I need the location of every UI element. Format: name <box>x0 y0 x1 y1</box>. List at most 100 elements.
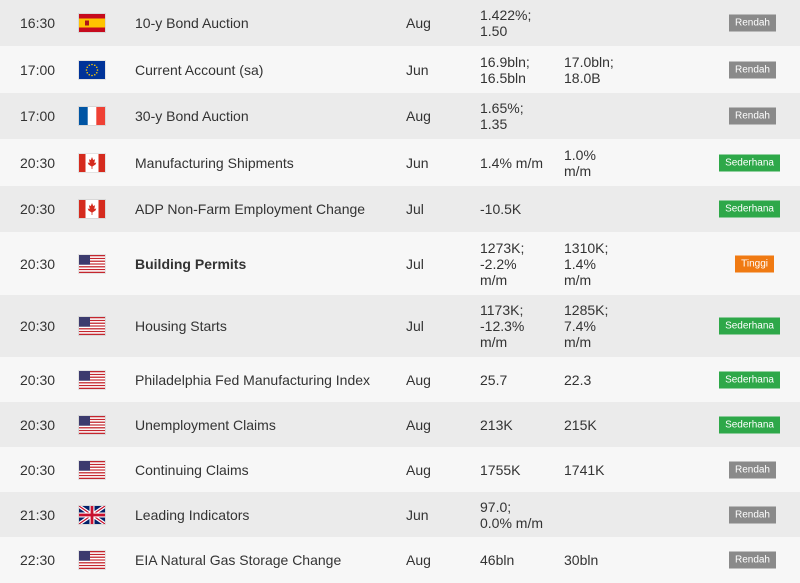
impact-badge: Sederhana <box>719 200 780 218</box>
actual-value-line: 46bln <box>480 552 515 568</box>
impact-badge: Sederhana <box>719 317 780 335</box>
actual-value: 1.65%; 1.35 <box>480 100 524 132</box>
table-row[interactable]: 17:00 30-y Bond Auction Aug 1.65%; 1.35 Renda… <box>0 93 800 139</box>
actual-value: 97.0; 0.0% m/m <box>480 499 543 531</box>
table-row[interactable]: 20:30 Continuing Claims Aug 1755K 1741K Renda… <box>0 447 800 492</box>
forecast-value-line: m/m <box>564 271 592 288</box>
actual-value-line: 213K <box>480 416 513 433</box>
actual-value-line: 1273K; <box>480 239 525 256</box>
event-period: Jul <box>406 318 424 334</box>
table-row[interactable]: 16:30 10-y Bond Auction Aug 1.422%; 1.50 Rend… <box>0 0 800 46</box>
event-period: Jun <box>406 61 429 78</box>
actual-value-line: 97.0; <box>480 498 512 515</box>
impact-badge: Sederhana <box>719 416 780 433</box>
event-period: Aug <box>406 108 431 124</box>
impact-badge: Rendah <box>728 506 776 523</box>
event-time: 21:30 <box>20 506 56 523</box>
impact-badge: Rendah <box>728 551 776 569</box>
event-name[interactable]: Philadelphia Fed Manufacturing Index <box>135 371 371 388</box>
actual-value: 1.422%; 1.50 <box>480 7 531 39</box>
event-time: 20:30 <box>20 318 56 334</box>
table-row[interactable]: 21:30 Leading Indicators Jun 97.0; 0.0% m/m R… <box>0 492 800 537</box>
event-name[interactable]: 10-y Bond Auction <box>135 15 249 31</box>
actual-value-line: 1.422%; <box>480 7 532 23</box>
actual-value-line: m/m <box>480 271 508 288</box>
canada-flag-icon <box>79 153 105 172</box>
impact-badge: Tinggi <box>735 255 774 272</box>
us-flag-icon <box>79 415 105 434</box>
actual-value-line: 1.65%; <box>480 100 524 116</box>
table-row[interactable]: 20:30 Housing Starts Jul 1173K; -12.3% m/m 128… <box>0 295 800 357</box>
actual-value-line: 1.50 <box>480 23 508 39</box>
event-name[interactable]: Building Permits <box>135 255 247 272</box>
france-flag-icon <box>79 107 105 125</box>
forecast-value-line: 22.3 <box>564 371 592 388</box>
event-period: Aug <box>406 371 431 388</box>
event-period: Jun <box>406 154 429 171</box>
actual-value: 1755K <box>480 462 520 478</box>
us-flag-icon <box>79 460 105 479</box>
eu-flag-icon <box>79 60 105 79</box>
forecast-value: 30bln <box>564 552 598 568</box>
forecast-value-line: 1.4% <box>564 255 596 272</box>
event-name[interactable]: 30-y Bond Auction <box>135 108 249 124</box>
event-time: 17:00 <box>20 108 56 124</box>
event-name[interactable]: Housing Starts <box>135 318 227 334</box>
actual-value: 1273K; -2.2% m/m <box>480 240 524 288</box>
spain-flag-icon <box>79 14 105 32</box>
forecast-value: 17.0bln; 18.0B <box>564 54 614 86</box>
forecast-value-line: 1741K <box>564 461 605 478</box>
event-name[interactable]: Leading Indicators <box>135 506 250 523</box>
table-row[interactable]: 22:30 EIA Natural Gas Storage Change Aug 46… <box>0 537 800 583</box>
table-row[interactable]: 17:00 Current Account (sa) Jun 16.9bln; 16.5… <box>0 46 800 93</box>
impact-badge: Rendah <box>728 61 776 78</box>
impact-badge: Sederhana <box>719 154 780 171</box>
actual-value-line: -12.3% <box>480 318 525 334</box>
us-flag-icon <box>79 551 105 569</box>
table-row[interactable]: 20:30 Philadelphia Fed Manufacturing Inde… <box>0 357 800 402</box>
canada-flag-icon <box>79 200 105 218</box>
actual-value-line: 25.7 <box>480 371 508 388</box>
event-name[interactable]: Current Account (sa) <box>135 61 264 78</box>
actual-value-line: m/m <box>480 334 508 350</box>
event-period: Jul <box>406 255 424 272</box>
forecast-value: 1310K; 1.4% m/m <box>564 240 608 288</box>
event-time: 20:30 <box>20 255 56 272</box>
actual-value: 25.7 <box>480 372 507 388</box>
event-name[interactable]: Unemployment Claims <box>135 416 276 433</box>
table-row[interactable]: 20:30 Manufacturing Shipments Jun 1.4% m/m 1… <box>0 139 800 186</box>
event-name[interactable]: Manufacturing Shipments <box>135 154 294 171</box>
actual-value-line: 16.5bln <box>480 69 526 86</box>
actual-value: 213K <box>480 417 513 433</box>
event-time: 20:30 <box>20 461 56 478</box>
us-flag-icon <box>79 317 105 335</box>
forecast-value-line: 1285K; <box>564 302 609 318</box>
event-name[interactable]: ADP Non-Farm Employment Change <box>135 201 366 217</box>
actual-value-line: 1173K; <box>480 302 524 318</box>
impact-badge: Rendah <box>728 14 776 32</box>
actual-value: -10.5K <box>480 201 521 217</box>
actual-value-line: 16.9bln; <box>480 53 530 70</box>
event-period: Jun <box>406 506 429 523</box>
table-row[interactable]: 20:30 ADP Non-Farm Employment Change Jul -1… <box>0 186 800 232</box>
forecast-value-line: 1310K; <box>564 239 609 256</box>
table-row[interactable]: 20:30 Building Permits Jul 1273K; -2.2% m/m 13… <box>0 232 800 295</box>
actual-value: 1.4% m/m <box>480 155 543 171</box>
event-name[interactable]: Continuing Claims <box>135 461 249 478</box>
event-time: 17:00 <box>20 61 56 78</box>
event-time: 20:30 <box>20 416 56 433</box>
forecast-value-line: 7.4% <box>564 318 596 334</box>
event-period: Aug <box>406 15 431 31</box>
forecast-value-line: 17.0bln; <box>564 53 614 70</box>
forecast-value: 1285K; 7.4% m/m <box>564 302 608 350</box>
actual-value-line: -2.2% <box>480 255 517 272</box>
actual-value: 16.9bln; 16.5bln <box>480 54 530 86</box>
actual-value-line: 1.35 <box>480 116 508 132</box>
event-time: 20:30 <box>20 371 56 388</box>
table-row[interactable]: 20:30 Unemployment Claims Aug 213K 215K Seder… <box>0 402 800 447</box>
forecast-value-line: 1.0% <box>564 146 596 163</box>
event-time: 20:30 <box>20 201 56 217</box>
event-name[interactable]: EIA Natural Gas Storage Change <box>135 552 342 568</box>
event-time: 22:30 <box>20 552 56 568</box>
